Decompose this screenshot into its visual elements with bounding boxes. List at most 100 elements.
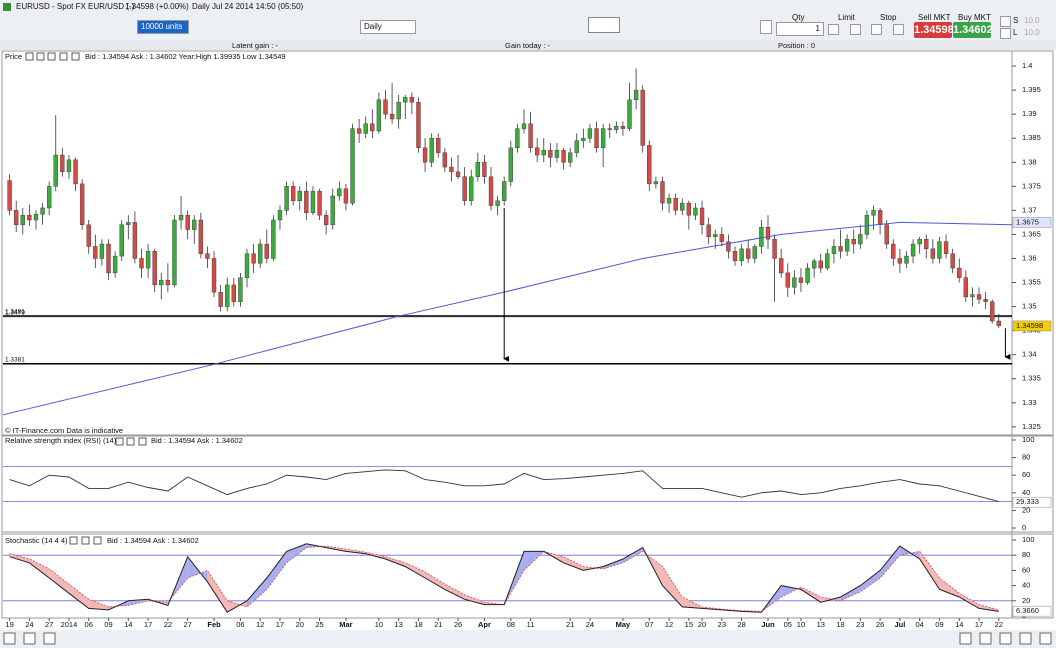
candle-body bbox=[225, 284, 230, 307]
candle-body bbox=[79, 183, 85, 225]
stochastic-fill bbox=[286, 543, 307, 563]
candle-body bbox=[290, 186, 296, 201]
candle-body bbox=[284, 186, 289, 211]
level-label: 1.3479 bbox=[5, 309, 25, 316]
candle-body bbox=[739, 248, 744, 262]
units-select[interactable]: 10000 units bbox=[137, 20, 189, 34]
candle-body bbox=[350, 128, 355, 204]
stochastic-fill bbox=[603, 559, 623, 569]
candle-body bbox=[825, 253, 830, 269]
x-tick-label: 21 bbox=[434, 620, 442, 629]
candle-body bbox=[119, 224, 124, 257]
icon bbox=[3, 3, 11, 11]
y-tick-label: 1.39 bbox=[1022, 109, 1037, 118]
y-tick-label: 80 bbox=[1022, 550, 1030, 559]
y-tick-label: 60 bbox=[1022, 470, 1030, 479]
level-label: 1.3481 bbox=[5, 308, 25, 315]
candle-body bbox=[765, 227, 771, 240]
panel bbox=[1, 533, 1054, 619]
y-tick-label: 100 bbox=[1022, 435, 1035, 444]
y-tick-label: 100 bbox=[1022, 535, 1035, 544]
candle-body bbox=[99, 243, 105, 259]
moving-average bbox=[2, 221, 1013, 416]
stop-button[interactable] bbox=[893, 24, 904, 35]
nav-buttons[interactable] bbox=[3, 632, 1052, 645]
candle-body bbox=[198, 219, 204, 254]
x-tick-label: 08 bbox=[507, 620, 515, 629]
candle-body bbox=[469, 176, 474, 201]
x-tick-label: 24 bbox=[586, 620, 594, 629]
panel-info: Bid : 1.34594 Ask : 1.34602 bbox=[151, 436, 243, 445]
candle-body bbox=[772, 239, 777, 259]
stochastic-fill bbox=[425, 571, 445, 590]
stochastic-fill bbox=[385, 556, 406, 567]
candle-body bbox=[178, 214, 184, 221]
x-tick-label: 21 bbox=[566, 620, 574, 629]
candle-body bbox=[139, 258, 144, 269]
candle-body bbox=[73, 159, 78, 185]
nav-bar bbox=[0, 630, 1056, 648]
x-tick-label: 07 bbox=[645, 620, 653, 629]
stochastic-fill bbox=[49, 568, 69, 594]
y-tick-label: 1.335 bbox=[1022, 374, 1041, 383]
y-tick-label: 1.355 bbox=[1022, 278, 1041, 287]
candle-body bbox=[633, 89, 639, 100]
candle-body bbox=[930, 248, 936, 259]
candle-body bbox=[924, 239, 929, 250]
rsi-line bbox=[9, 469, 999, 503]
stochastic-fill bbox=[939, 578, 960, 597]
y-tick-label: 40 bbox=[1022, 581, 1030, 590]
x-tick-label: 18 bbox=[836, 620, 844, 629]
s-toggle[interactable] bbox=[1000, 16, 1011, 27]
panel-info: Bid : 1.34594 Ask : 1.34602 bbox=[107, 536, 199, 545]
l-toggle[interactable] bbox=[1000, 28, 1011, 39]
stochastic-fill bbox=[662, 566, 683, 607]
candle-body bbox=[297, 190, 302, 201]
candle-body bbox=[482, 162, 487, 177]
x-tick-label: 10 bbox=[375, 620, 383, 629]
candle-body bbox=[112, 255, 118, 274]
stochastic-fill bbox=[68, 584, 89, 609]
candle-body bbox=[211, 258, 217, 293]
candle-body bbox=[271, 219, 276, 259]
stochastic-fill bbox=[959, 593, 980, 609]
s-label: S bbox=[1013, 16, 1019, 25]
y-tick-label: 1.4 bbox=[1022, 61, 1032, 70]
stochastic-fill bbox=[464, 594, 485, 605]
candle-body bbox=[686, 202, 692, 216]
x-tick-label: 18 bbox=[414, 620, 422, 629]
candle-body bbox=[152, 251, 157, 286]
candle-body bbox=[818, 260, 823, 269]
limit-button[interactable] bbox=[850, 24, 861, 35]
candle-body bbox=[534, 147, 540, 156]
candle-body bbox=[594, 128, 599, 149]
sell-button[interactable]: 1.34598 bbox=[914, 22, 954, 38]
x-tick-label: 17 bbox=[975, 620, 983, 629]
candle-body bbox=[614, 125, 619, 130]
candle-body bbox=[323, 214, 329, 225]
limit-label: Limit bbox=[838, 13, 855, 22]
candle-body bbox=[600, 128, 606, 149]
candle-body bbox=[330, 195, 335, 225]
ma-value-label-box bbox=[1012, 217, 1052, 228]
limit-button[interactable] bbox=[828, 24, 839, 35]
chart-type-button[interactable] bbox=[588, 17, 620, 33]
candle-body bbox=[746, 248, 751, 259]
buy-button[interactable]: 1.34602 bbox=[953, 22, 993, 38]
x-tick-label: 17 bbox=[276, 620, 284, 629]
candle-body bbox=[429, 138, 434, 163]
candle-body bbox=[258, 243, 263, 264]
stop-button[interactable] bbox=[871, 24, 882, 35]
y-tick-label: 20 bbox=[1022, 596, 1030, 605]
tool-button[interactable] bbox=[760, 20, 772, 34]
stochastic-value-label-box bbox=[1012, 605, 1052, 617]
period-select[interactable]: Daily bbox=[360, 20, 416, 34]
candle-body bbox=[719, 234, 725, 242]
y-tick-label: 1.365 bbox=[1022, 229, 1041, 238]
candle-body bbox=[838, 246, 843, 252]
x-tick-label: 28 bbox=[737, 620, 745, 629]
x-tick-label: 25 bbox=[315, 620, 323, 629]
x-tick-label: Apr bbox=[478, 620, 491, 629]
qty-input[interactable]: 1 bbox=[776, 22, 824, 36]
